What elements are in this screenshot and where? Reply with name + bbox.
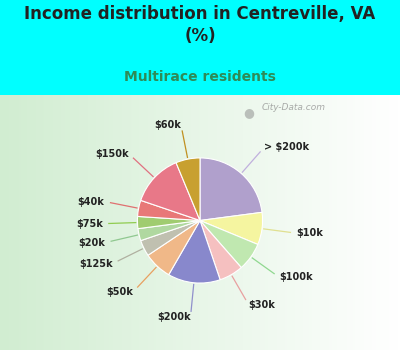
- Text: $75k: $75k: [76, 219, 103, 229]
- Text: $50k: $50k: [106, 287, 134, 296]
- Text: City-Data.com: City-Data.com: [262, 103, 326, 112]
- Text: $60k: $60k: [154, 120, 181, 130]
- Wedge shape: [200, 220, 241, 280]
- Text: $10k: $10k: [296, 228, 323, 238]
- Wedge shape: [169, 220, 220, 283]
- Text: ●: ●: [243, 106, 254, 119]
- Wedge shape: [176, 158, 200, 220]
- Wedge shape: [200, 220, 258, 267]
- Text: Multirace residents: Multirace residents: [124, 70, 276, 84]
- Text: Income distribution in Centreville, VA
(%): Income distribution in Centreville, VA (…: [24, 5, 376, 46]
- Text: $30k: $30k: [249, 300, 276, 310]
- Text: $20k: $20k: [78, 238, 105, 247]
- Text: $100k: $100k: [279, 272, 313, 282]
- Wedge shape: [138, 201, 200, 220]
- Wedge shape: [148, 220, 200, 275]
- Wedge shape: [200, 158, 262, 220]
- Text: $125k: $125k: [79, 259, 113, 268]
- Wedge shape: [141, 163, 200, 220]
- Text: > $200k: > $200k: [264, 142, 309, 152]
- Text: $150k: $150k: [95, 149, 129, 159]
- Text: $200k: $200k: [157, 312, 190, 322]
- Wedge shape: [200, 212, 262, 244]
- Wedge shape: [141, 220, 200, 255]
- Text: $40k: $40k: [78, 196, 104, 206]
- Wedge shape: [138, 220, 200, 240]
- Wedge shape: [138, 216, 200, 229]
